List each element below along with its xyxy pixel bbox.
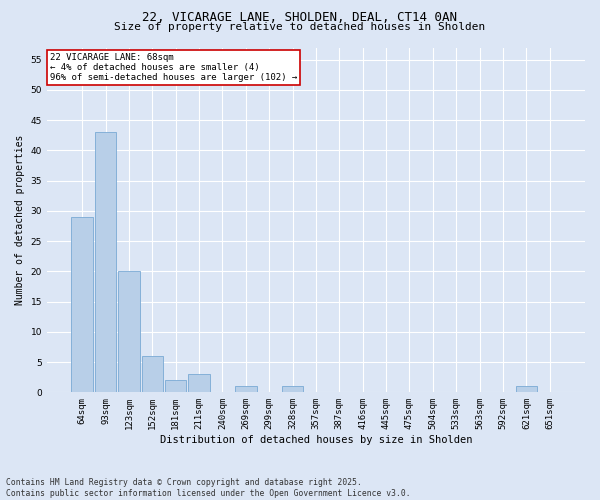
Bar [118, 272, 140, 392]
Text: Contains HM Land Registry data © Crown copyright and database right 2025.
Contai: Contains HM Land Registry data © Crown c… [6, 478, 410, 498]
Text: 22, VICARAGE LANE, SHOLDEN, DEAL, CT14 0AN: 22, VICARAGE LANE, SHOLDEN, DEAL, CT14 0… [143, 11, 458, 24]
Bar [515, 386, 537, 392]
Text: Size of property relative to detached houses in Sholden: Size of property relative to detached ho… [115, 22, 485, 32]
Text: 22 VICARAGE LANE: 68sqm
← 4% of detached houses are smaller (4)
96% of semi-deta: 22 VICARAGE LANE: 68sqm ← 4% of detached… [50, 52, 297, 82]
Bar [282, 386, 304, 392]
Bar [142, 356, 163, 393]
Bar [165, 380, 187, 392]
Bar [235, 386, 257, 392]
X-axis label: Distribution of detached houses by size in Sholden: Distribution of detached houses by size … [160, 435, 472, 445]
Y-axis label: Number of detached properties: Number of detached properties [15, 134, 25, 305]
Bar [71, 217, 93, 392]
Bar [188, 374, 210, 392]
Bar [95, 132, 116, 392]
